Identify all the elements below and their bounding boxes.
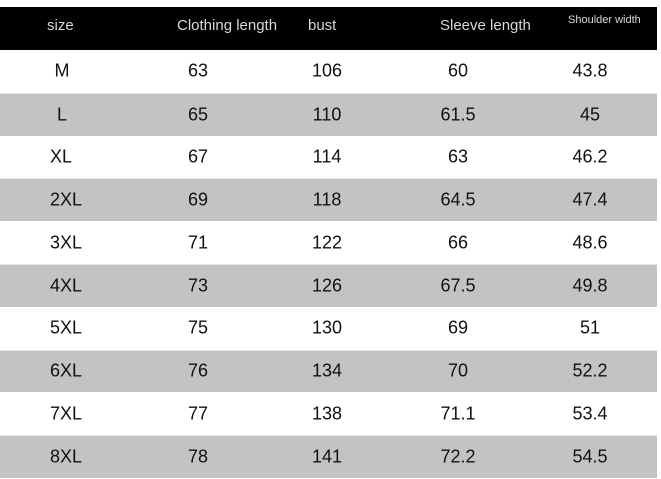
cell-bust: 126 xyxy=(311,275,343,296)
cell-bust: 122 xyxy=(311,232,343,253)
cell-sleeve-length: 61.5 xyxy=(440,104,476,125)
table-row: L 65 110 61.5 45 xyxy=(0,92,657,136)
cell-sleeve-length: 66 xyxy=(447,232,469,253)
cell-bust: 138 xyxy=(311,403,343,424)
cell-size: 4XL xyxy=(50,275,83,296)
cell-shoulder-width: 46.2 xyxy=(572,146,608,167)
cell-clothing-length: 71 xyxy=(187,232,209,253)
cell-sleeve-length: 67.5 xyxy=(440,275,476,296)
header-clothing-length: Clothing length xyxy=(177,17,278,34)
cell-bust: 134 xyxy=(311,360,343,381)
cell-clothing-length: 77 xyxy=(187,403,209,424)
cell-shoulder-width: 43.8 xyxy=(572,60,608,81)
cell-size: XL xyxy=(50,146,73,167)
cell-sleeve-length: 64.5 xyxy=(440,189,476,210)
cell-clothing-length: 76 xyxy=(187,360,209,381)
cell-clothing-length: 73 xyxy=(187,275,209,296)
cell-clothing-length: 69 xyxy=(187,189,209,210)
cell-sleeve-length: 60 xyxy=(447,60,469,81)
cell-bust: 106 xyxy=(311,60,343,81)
cell-size: L xyxy=(56,104,68,125)
cell-bust: 110 xyxy=(312,104,342,125)
cell-size: 6XL xyxy=(50,360,83,381)
header-shoulder-width: Shoulder width xyxy=(568,14,641,26)
size-table-body: M 63 106 60 43.8 L 65 110 61.5 45 XL 67 114 63 46.2 2XL… xyxy=(0,50,657,478)
cell-size: M xyxy=(54,60,70,81)
table-row: 8XL 78 141 72.2 54.5 xyxy=(0,435,657,478)
cell-bust: 114 xyxy=(312,146,342,167)
cell-shoulder-width: 49.8 xyxy=(572,275,608,296)
cell-size: 2XL xyxy=(50,189,83,210)
cell-shoulder-width: 52.2 xyxy=(572,360,608,381)
cell-bust: 141 xyxy=(311,446,343,467)
cell-clothing-length: 78 xyxy=(187,446,209,467)
cell-size: 5XL xyxy=(50,317,83,338)
cell-shoulder-width: 53.4 xyxy=(572,403,608,424)
header-size: size xyxy=(47,17,74,34)
table-row: 4XL 73 126 67.5 49.8 xyxy=(0,263,657,307)
cell-size: 7XL xyxy=(50,403,83,424)
table-row: 6XL 76 134 70 52.2 xyxy=(0,349,657,393)
cell-size: 8XL xyxy=(50,446,83,467)
cell-clothing-length: 65 xyxy=(187,104,209,125)
header-bust: bust xyxy=(308,17,337,34)
cell-sleeve-length: 70 xyxy=(447,360,469,381)
table-row: 3XL 71 122 66 48.6 xyxy=(0,221,657,264)
header-sleeve-length: Sleeve length xyxy=(440,17,531,34)
table-row: XL 67 114 63 46.2 xyxy=(0,136,657,179)
cell-clothing-length: 75 xyxy=(187,317,209,338)
cell-shoulder-width: 51 xyxy=(579,317,601,338)
cell-clothing-length: 63 xyxy=(187,60,209,81)
table-row: 5XL 75 130 69 51 xyxy=(0,307,657,350)
table-row: 7XL 77 138 71.1 53.4 xyxy=(0,392,657,435)
cell-shoulder-width: 45 xyxy=(579,104,601,125)
cell-shoulder-width: 47.4 xyxy=(572,189,608,210)
table-row: 2XL 69 118 64.5 47.4 xyxy=(0,178,657,222)
table-row: M 63 106 60 43.8 xyxy=(0,50,657,93)
cell-sleeve-length: 72.2 xyxy=(440,446,476,467)
table-header: size Clothing length bust Sleeve length … xyxy=(0,7,657,50)
cell-sleeve-length: 69 xyxy=(447,317,469,338)
cell-clothing-length: 67 xyxy=(187,146,209,167)
cell-bust: 118 xyxy=(312,189,342,210)
cell-bust: 130 xyxy=(311,317,343,338)
cell-sleeve-length: 71.1 xyxy=(440,403,476,424)
cell-shoulder-width: 48.6 xyxy=(572,232,608,253)
cell-sleeve-length: 63 xyxy=(447,146,469,167)
cell-shoulder-width: 54.5 xyxy=(572,446,608,467)
cell-size: 3XL xyxy=(50,232,83,253)
